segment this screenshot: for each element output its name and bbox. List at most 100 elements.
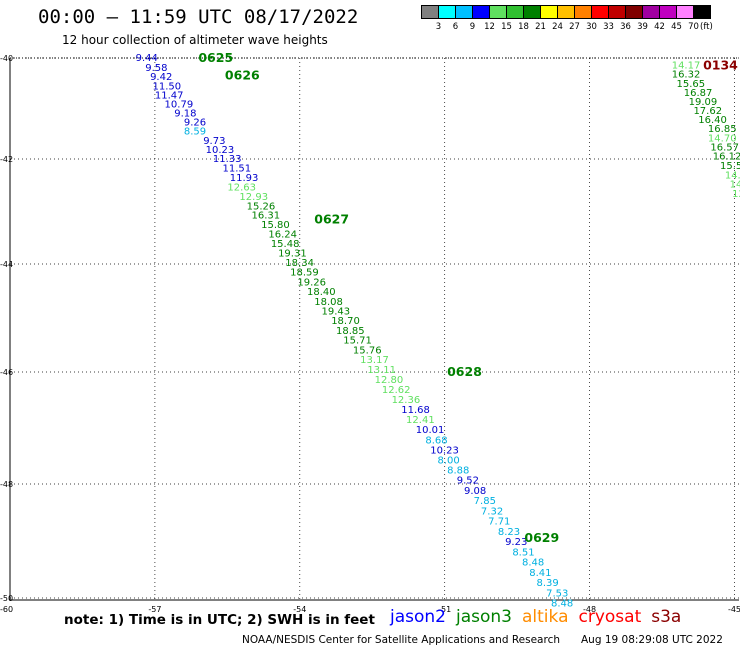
swh-value: 19.26 xyxy=(297,277,326,288)
swh-value: 9.73 xyxy=(203,136,225,147)
swh-value: 13.17 xyxy=(360,355,389,366)
swh-value: 15.71 xyxy=(343,336,372,347)
footer-note: note: 1) Time is in UTC; 2) SWH is in fe… xyxy=(64,612,375,628)
swh-value: 7.32 xyxy=(481,506,503,517)
map-title: 00:00 – 11:59 UTC 08/17/2022 xyxy=(38,6,359,28)
legend-label: 33 xyxy=(603,22,614,32)
timestamp-text: Aug 19 08:29:08 UTC 2022 xyxy=(581,634,723,646)
swh-value: 11.93 xyxy=(230,173,259,184)
legend-label: 21 xyxy=(535,22,546,32)
swh-value: 15.80 xyxy=(261,220,290,231)
satellite-legend: jason2 jason3 altika cryosat s3a xyxy=(390,607,691,627)
swh-value: 10.79 xyxy=(165,99,194,110)
swh-value: 17.62 xyxy=(693,106,722,117)
swh-value: 7.85 xyxy=(474,496,496,507)
lat-tick-label: -40 xyxy=(0,54,13,63)
swh-value: 15.26 xyxy=(247,201,276,212)
legend-label: 36 xyxy=(620,22,631,32)
legend-label: 24 xyxy=(552,22,563,32)
swh-value: 16.32 xyxy=(672,70,701,81)
swh-value: 12.63 xyxy=(227,182,256,193)
swh-value: 14.17 xyxy=(672,61,701,72)
pass-time-label: 0629 xyxy=(524,530,559,545)
legend-label: 9 xyxy=(469,22,476,32)
swh-value: 7.71 xyxy=(488,517,510,528)
swh-value: 9.44 xyxy=(136,53,158,64)
swh-value: 18.08 xyxy=(314,297,343,308)
swh-value: 11.33 xyxy=(213,154,242,165)
swh-value: 16.12 xyxy=(713,151,740,162)
swh-value: 9.08 xyxy=(464,486,486,497)
swh-value: 16.24 xyxy=(268,230,297,241)
lat-tick-label: -44 xyxy=(0,260,13,269)
swh-value: 8.68 xyxy=(425,435,447,446)
swh-value: 9.23 xyxy=(505,537,527,548)
swh-value: 9.52 xyxy=(457,476,479,487)
swh-value: 18.34 xyxy=(285,258,314,269)
swh-value: 11.47 xyxy=(155,90,184,101)
swh-value: 14.70 xyxy=(708,133,737,144)
legend-swatches xyxy=(421,5,713,19)
swh-value: 12.80 xyxy=(375,375,404,386)
swh-value: 13.11 xyxy=(367,365,396,376)
swh-value: 12.36 xyxy=(392,395,421,406)
satellite-jason3: jason3 xyxy=(456,607,512,627)
swh-value: 19.31 xyxy=(278,249,307,260)
credit-text: NOAA/NESDIS Center for Satellite Applica… xyxy=(242,634,560,646)
satellite-altika: altika xyxy=(522,607,569,627)
corner-label: -60 xyxy=(0,605,13,614)
map-subtitle: 12 hour collection of altimeter wave hei… xyxy=(62,33,328,47)
swh-value: 18.70 xyxy=(331,316,360,327)
swh-value: 8.51 xyxy=(512,547,534,558)
legend-label: 6 xyxy=(452,22,459,32)
legend-label: 70 xyxy=(688,22,699,32)
lat-tick-label: -50 xyxy=(0,594,13,603)
swh-value: 16.40 xyxy=(698,115,727,126)
legend-unit: (ft) xyxy=(700,22,713,32)
swh-value: 11.68 xyxy=(401,405,430,416)
swh-value: 14.5 xyxy=(725,170,740,181)
swh-value: 15.65 xyxy=(677,79,706,90)
swh-value: 19.43 xyxy=(322,307,351,318)
pass-time-label: 0625 xyxy=(198,50,233,65)
legend-label: 3 xyxy=(435,22,442,32)
satellite-cryosat: cryosat xyxy=(578,607,642,627)
legend-swatch xyxy=(693,5,711,19)
lon-tick-label: -51 xyxy=(438,605,451,614)
legend-label: 39 xyxy=(637,22,648,32)
swh-value: 9.58 xyxy=(145,63,167,74)
legend-label: 27 xyxy=(569,22,580,32)
swh-value: 15.59 xyxy=(720,161,740,172)
swh-value: 9.42 xyxy=(150,72,172,83)
legend-label: 30 xyxy=(586,22,597,32)
swh-value: 19.09 xyxy=(689,97,718,108)
swh-value: 10.23 xyxy=(430,445,459,456)
swh-value: 11.51 xyxy=(223,163,252,174)
swh-value: 8.23 xyxy=(498,527,520,538)
swh-value: 8.48 xyxy=(551,599,573,610)
swh-value: 8.48 xyxy=(522,558,544,569)
legend-label: 15 xyxy=(501,22,512,32)
swh-value: 15.76 xyxy=(353,345,382,356)
color-legend: 3 6 9 12 15 18 21 24 27 30 33 36 39 42 45 70 (ft) xyxy=(421,5,713,32)
swh-value: 18.85 xyxy=(336,326,365,337)
swh-value: 8.41 xyxy=(529,568,551,579)
swh-value: 8.59 xyxy=(184,127,206,138)
swh-value: 18.40 xyxy=(307,287,336,298)
swh-value: 7.53 xyxy=(546,588,568,599)
swh-value: 12.62 xyxy=(382,385,411,396)
satellite-s3a: s3a xyxy=(651,607,682,627)
swh-value: 9.18 xyxy=(174,109,196,120)
swh-value: 15.48 xyxy=(271,239,300,250)
swh-value: 8.00 xyxy=(437,455,459,466)
swh-value: 12.41 xyxy=(406,415,435,426)
swh-value: 12.93 xyxy=(239,192,268,203)
legend-label: 42 xyxy=(654,22,665,32)
lon-tick-label: -48 xyxy=(583,605,596,614)
swh-value: 16.87 xyxy=(684,88,713,99)
swh-value: 18.59 xyxy=(290,268,319,279)
legend-label: 45 xyxy=(671,22,682,32)
lon-tick-label: -54 xyxy=(293,605,306,614)
swh-value: 8.39 xyxy=(536,578,558,589)
